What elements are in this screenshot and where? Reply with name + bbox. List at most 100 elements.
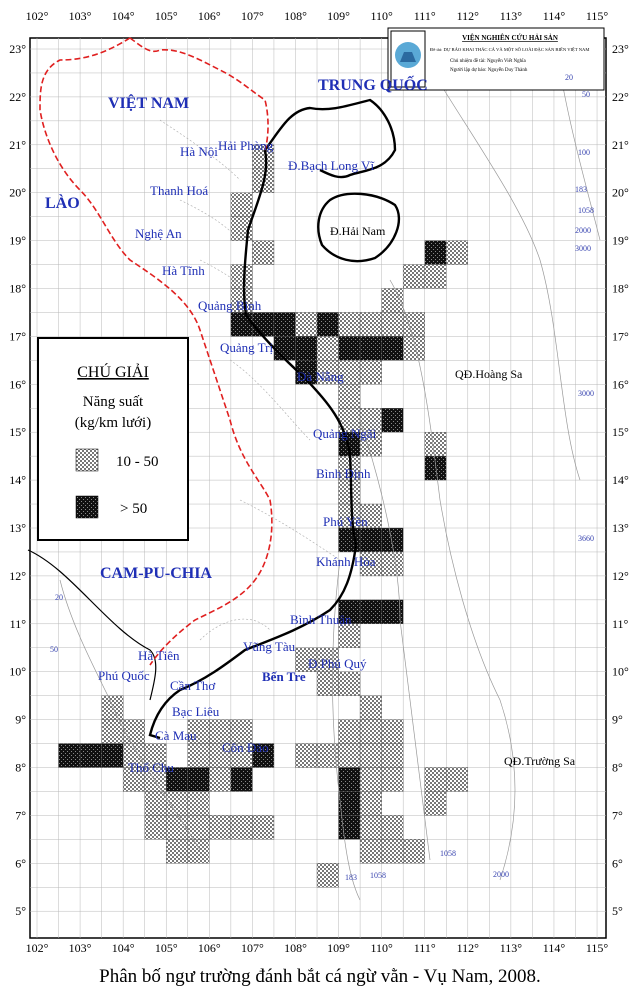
catch-cell	[166, 791, 188, 816]
lon-label: 107°	[241, 9, 264, 23]
lat-label: 22°	[9, 90, 26, 104]
lat-label: 11°	[10, 617, 27, 631]
catch-cell	[424, 455, 447, 481]
borders	[39, 37, 273, 666]
catch-cell	[209, 815, 232, 840]
catch-cell	[122, 719, 145, 744]
lon-label: 103°	[69, 941, 92, 955]
place-label: Bạc Liêu	[172, 704, 220, 719]
catch-cell	[230, 767, 253, 792]
catch-cell	[402, 336, 425, 361]
place-label: Hải Phòng	[218, 138, 274, 153]
catch-cell	[338, 527, 361, 553]
catch-cell	[359, 695, 382, 720]
lon-label: 111°	[414, 9, 436, 23]
place-label: Vũng Tàu	[243, 639, 296, 654]
catch-cell	[144, 815, 167, 840]
depth-contours	[59, 49, 601, 901]
provinces	[159, 119, 341, 641]
catch-cell	[381, 408, 404, 433]
depth-label: 20	[565, 73, 573, 82]
legend-subtitle: Năng suất	[83, 394, 144, 410]
catch-cell	[424, 767, 447, 792]
lat-label: 19°	[9, 234, 26, 248]
coastline-minor	[27, 549, 157, 701]
lon-label: 105°	[155, 941, 178, 955]
place-label: Quảng Trị	[220, 340, 273, 355]
project: Đề tài: DỰ BÁO KHAI THÁC CÁ VÀ MỘT SỐ LO…	[430, 47, 589, 52]
place-label: Hà Nội	[180, 144, 218, 159]
place-label: Quảng Bình	[198, 298, 262, 313]
place-label: Cần Thơ	[170, 678, 216, 693]
forecaster: Người lập dự báo: Nguyễn Duy Thành	[450, 67, 528, 73]
lon-label: 102°	[26, 9, 49, 23]
catch-cell	[381, 815, 404, 840]
catch-cell	[338, 312, 361, 337]
lat-label: 15°	[612, 425, 629, 439]
catch-cell	[381, 527, 404, 553]
catch-cell	[424, 264, 447, 289]
catch-cell	[381, 839, 404, 864]
legend-subtitle: (kg/km lưới)	[75, 415, 151, 431]
lat-label: 18°	[612, 282, 629, 296]
catch-cell	[295, 312, 318, 337]
lat-label: 21°	[612, 138, 629, 152]
lat-label: 20°	[9, 186, 26, 200]
catch-cell	[166, 815, 188, 840]
place-label: Phú Yên	[323, 514, 368, 529]
catch-cell	[359, 791, 382, 816]
lat-label: 23°	[9, 42, 26, 56]
place-label: Đ.Phú Quý	[308, 656, 367, 671]
catch-cell	[359, 599, 382, 624]
catch-cell	[359, 360, 382, 385]
depth-label: 1058	[440, 849, 456, 858]
catch-cell	[338, 671, 361, 696]
depth-label: 3000	[578, 389, 594, 398]
catch-cell	[359, 743, 382, 768]
depth-label: 2000	[575, 226, 591, 235]
lat-label: 13°	[9, 521, 26, 535]
catch-cell	[230, 312, 253, 337]
catch-cell	[338, 336, 361, 361]
axis-labels: 102° 102° 103° 103° 104° 104° 105° 105° 106° 106°…	[9, 9, 629, 955]
depth-label: 20	[55, 593, 63, 602]
lat-label: 11°	[612, 617, 629, 631]
catch-cell	[359, 527, 382, 553]
place-label: Quảng Ngãi	[313, 426, 377, 441]
catch-cell	[166, 839, 188, 864]
catch-cell	[187, 791, 210, 816]
catch-cell	[316, 863, 339, 888]
catch-cell	[424, 432, 447, 457]
depth-label: 1058	[578, 206, 594, 215]
depth-label: 3660	[578, 534, 594, 543]
lat-label: 5°	[612, 904, 623, 918]
depth-label: 50	[50, 645, 58, 654]
place-label: QĐ.Trường Sa	[504, 754, 576, 768]
lon-label: 109°	[327, 941, 350, 955]
catch-cell	[230, 815, 253, 840]
place-label: Hà Tiên	[138, 648, 180, 663]
catch-cell	[381, 599, 404, 624]
catch-cell	[359, 336, 382, 361]
catch-cell	[273, 312, 296, 337]
place-label: Đ.Hải Nam	[330, 224, 386, 238]
catch-cell	[338, 743, 361, 768]
lat-label: 5°	[15, 904, 26, 918]
catch-cell	[187, 839, 210, 864]
lat-label: 22°	[612, 90, 629, 104]
place-label: Thổ Chu	[128, 760, 174, 775]
depth-label: 2000	[493, 870, 509, 879]
catch-cell	[359, 432, 382, 457]
lat-label: 17°	[612, 329, 629, 343]
catch-cell	[252, 743, 275, 768]
catch-cell	[402, 839, 425, 864]
country-label: LÀO	[45, 193, 80, 212]
place-label: Nghệ An	[135, 226, 182, 241]
country-label: TRUNG QUỐC	[318, 74, 428, 94]
legend-swatch	[75, 448, 99, 472]
lat-label: 21°	[9, 138, 26, 152]
catch-cell	[230, 192, 253, 217]
place-label: Bến Tre	[262, 669, 306, 684]
depth-label: 3000	[575, 244, 591, 253]
catch-cell	[338, 767, 361, 792]
